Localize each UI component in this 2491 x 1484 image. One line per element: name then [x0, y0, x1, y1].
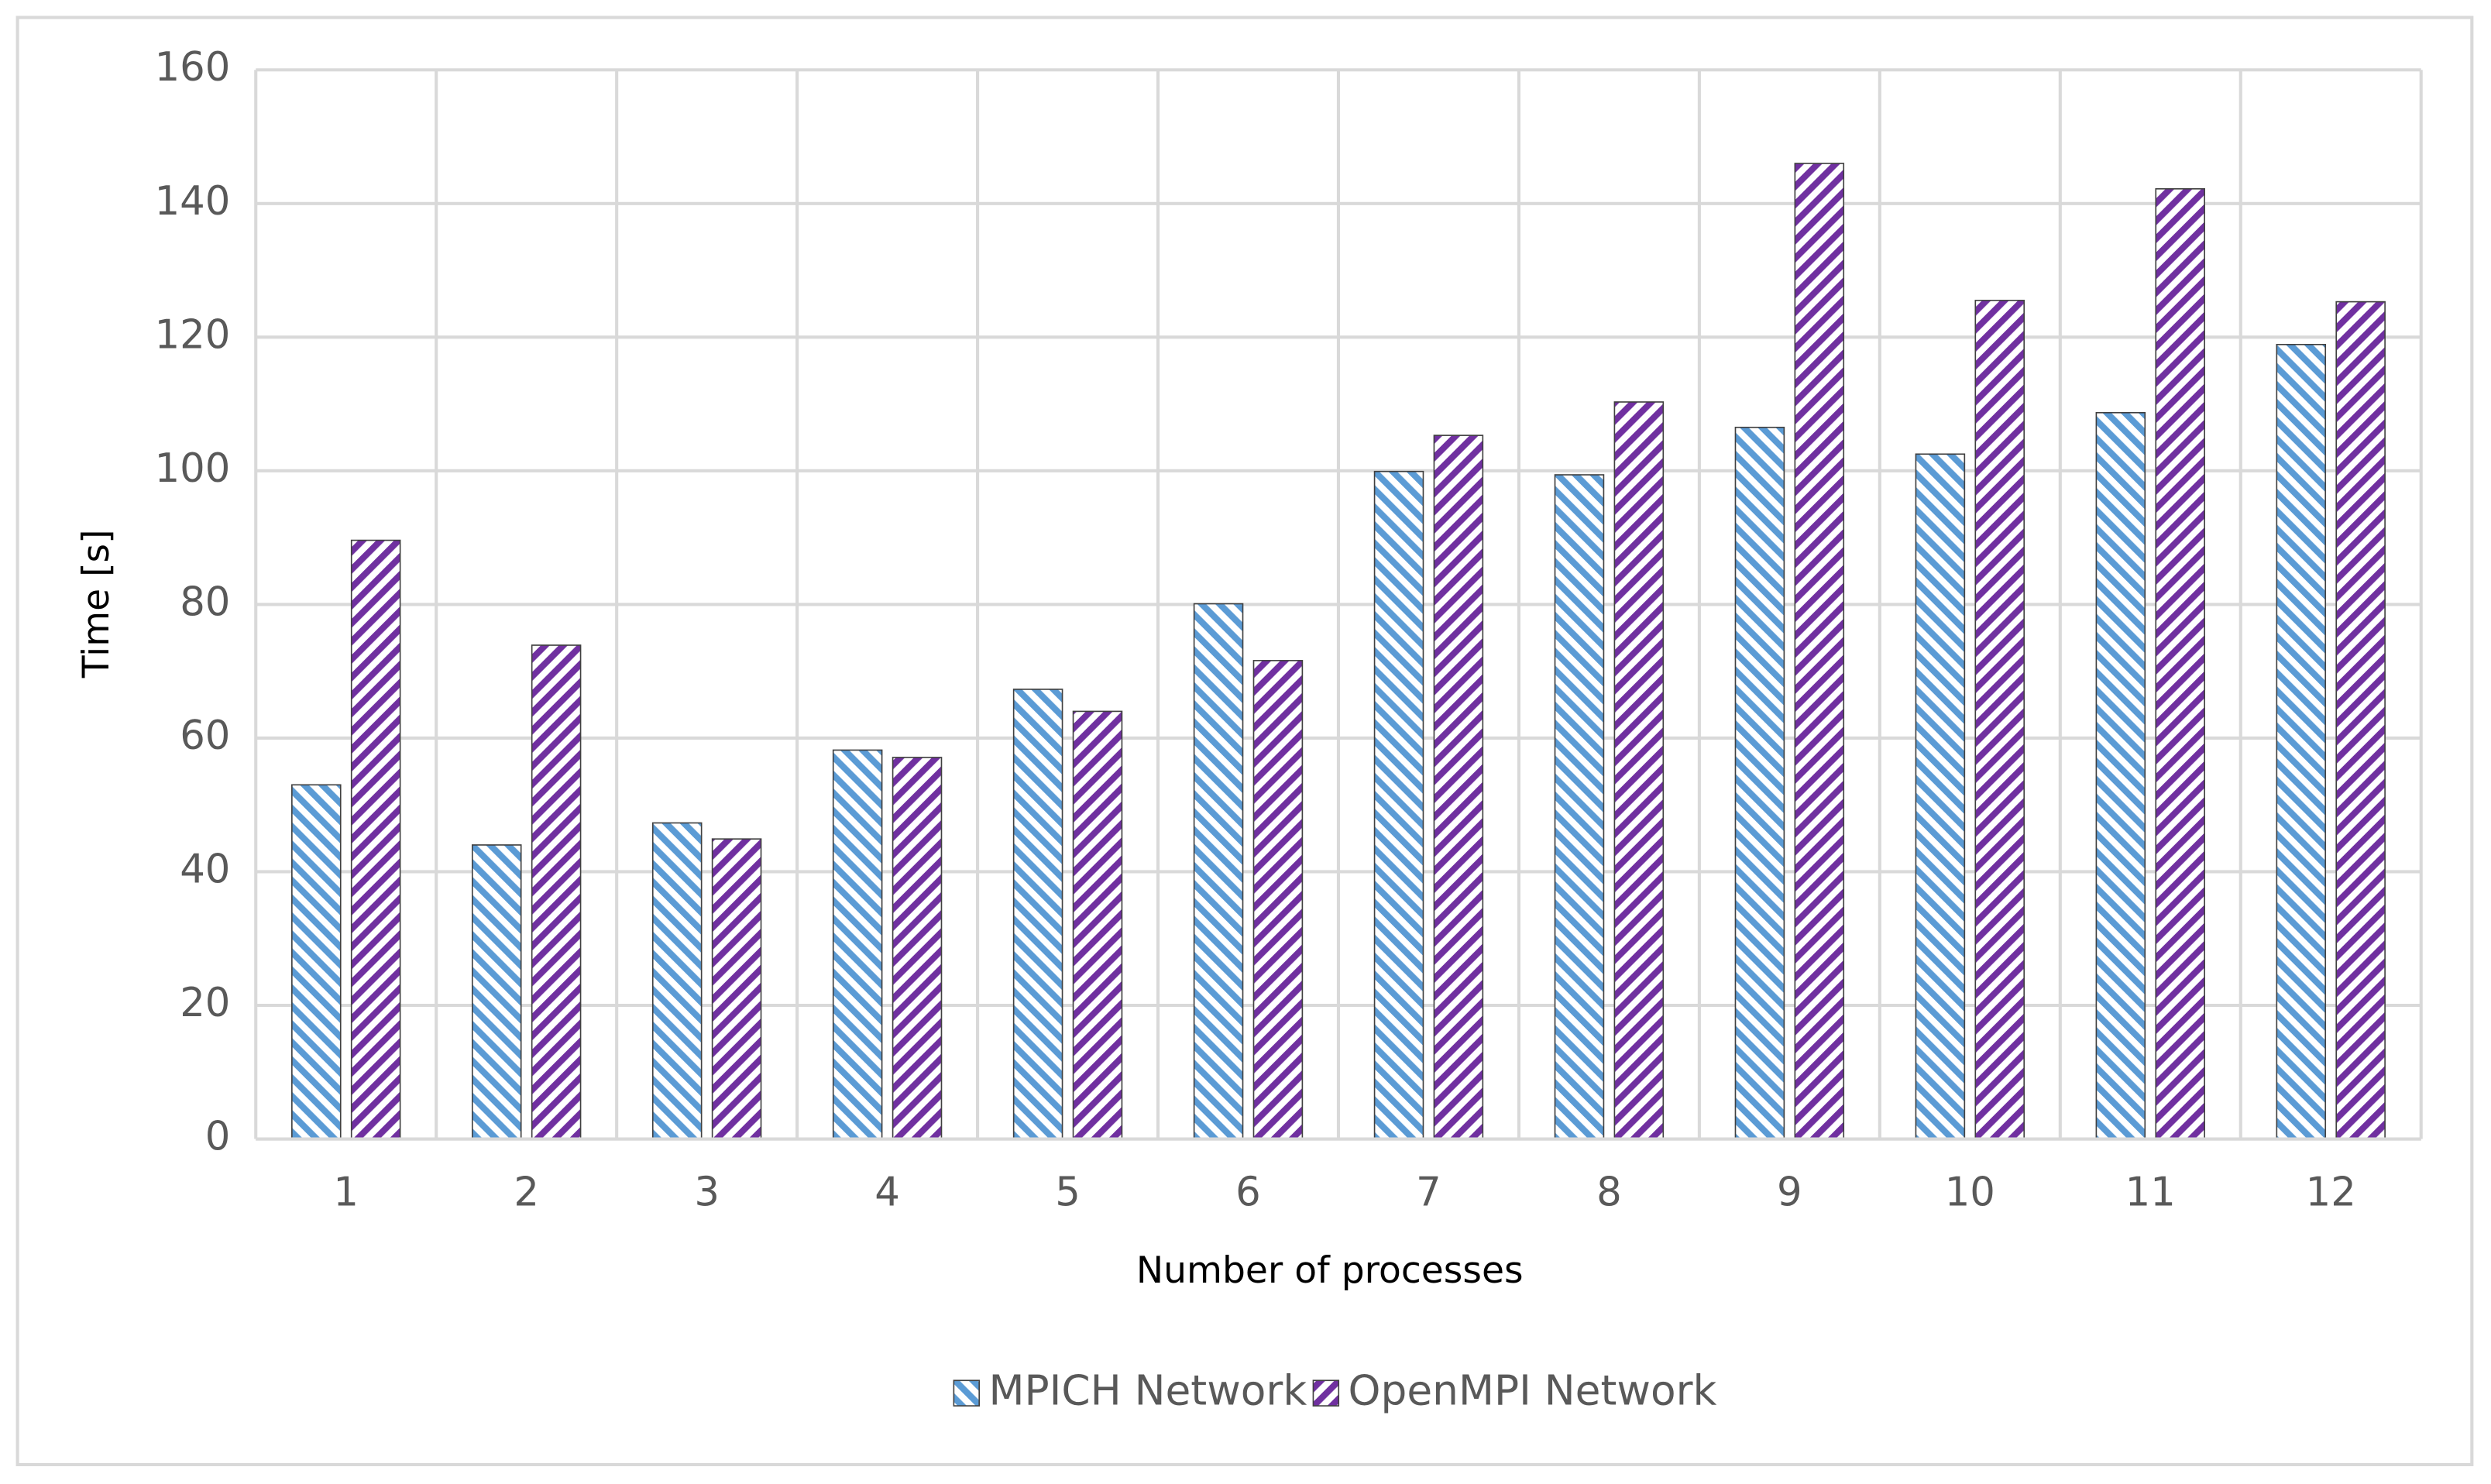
bar [2335, 301, 2386, 1140]
y-tick-label: 120 [155, 311, 231, 358]
bar [291, 784, 342, 1140]
y-tick-label: 40 [180, 846, 230, 892]
x-tick-label: 11 [2125, 1169, 2176, 1215]
bar [471, 844, 522, 1140]
x-tick-label: 3 [694, 1169, 720, 1215]
legend-label: MPICH Network [989, 1366, 1307, 1414]
bar [651, 822, 703, 1140]
x-tick-label: 9 [1777, 1169, 1802, 1215]
x-axis-title: Number of processes [1136, 1249, 1524, 1292]
legend-label: OpenMPI Network [1349, 1366, 1717, 1414]
bar [832, 749, 883, 1140]
bar [1433, 435, 1484, 1140]
x-tick-label: 12 [2306, 1169, 2356, 1215]
x-tick-label: 1 [333, 1169, 359, 1215]
y-tick-label: 140 [155, 178, 231, 225]
y-tick-label: 160 [155, 44, 231, 91]
x-tick-label: 7 [1416, 1169, 1441, 1215]
chart-frame [15, 15, 2474, 1467]
y-tick-label: 60 [180, 713, 230, 759]
bar [892, 757, 943, 1140]
bar [711, 838, 762, 1140]
x-tick-label: 2 [514, 1169, 539, 1215]
bar [1252, 660, 1304, 1140]
bar [2095, 411, 2146, 1140]
bar [1974, 300, 2025, 1140]
bar [350, 539, 401, 1140]
x-tick-label: 5 [1055, 1169, 1081, 1215]
y-tick-label: 0 [205, 1114, 231, 1160]
bar [1554, 474, 1605, 1140]
bar [1794, 163, 1845, 1140]
bar [1613, 401, 1665, 1140]
bar [1734, 426, 1785, 1140]
legend-swatch [1312, 1379, 1340, 1407]
bar [1193, 603, 1244, 1140]
y-axis-title: Time [s] [75, 529, 118, 678]
legend: MPICH Network OpenMPI Network [953, 1366, 1716, 1414]
bar [2276, 343, 2327, 1140]
x-tick-label: 10 [1945, 1169, 1995, 1215]
bar [1915, 453, 1966, 1140]
bar [2155, 187, 2205, 1140]
y-tick-label: 80 [180, 579, 230, 625]
legend-swatch [953, 1379, 981, 1407]
bar [1012, 689, 1063, 1140]
bar [531, 644, 582, 1140]
x-tick-label: 6 [1235, 1169, 1261, 1215]
bar [1072, 710, 1123, 1140]
bar [1373, 470, 1424, 1140]
x-tick-label: 8 [1596, 1169, 1622, 1215]
y-tick-label: 20 [180, 980, 230, 1026]
x-tick-label: 4 [874, 1169, 900, 1215]
y-tick-label: 100 [155, 445, 231, 492]
